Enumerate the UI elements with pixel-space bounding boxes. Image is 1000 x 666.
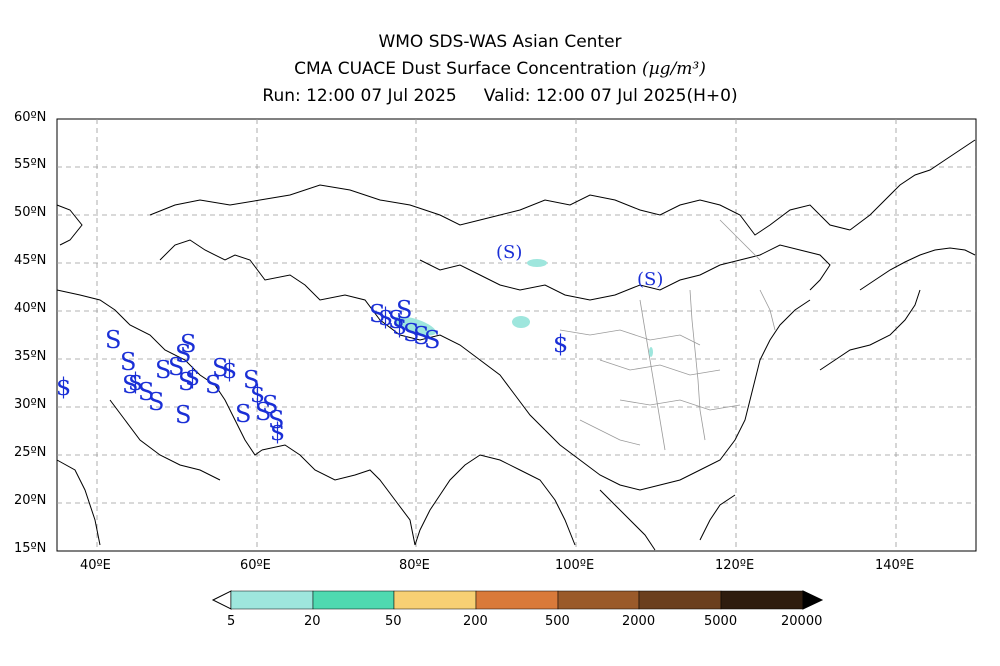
svg-text:S: S bbox=[175, 340, 191, 368]
svg-text:S: S bbox=[178, 368, 194, 396]
province-borders bbox=[559, 219, 776, 451]
title-unit: (µg/m³) bbox=[642, 59, 706, 79]
svg-text:$: $ bbox=[222, 356, 237, 384]
title-line-3: Run: 12:00 07 Jul 2025 Valid: 12:00 07 J… bbox=[0, 85, 1000, 107]
svg-text:S: S bbox=[105, 326, 121, 354]
colorbar-bin bbox=[312, 590, 395, 610]
svg-text:S: S bbox=[255, 398, 271, 426]
lon-label: 140ºE bbox=[875, 558, 915, 573]
colorbar bbox=[211, 590, 824, 610]
svg-text:$: $ bbox=[392, 312, 407, 340]
svg-text:$: $ bbox=[270, 418, 285, 446]
valid-time: Valid: 12:00 07 Jul 2025(H+0) bbox=[483, 86, 738, 106]
run-time: Run: 12:00 07 Jul 2025 bbox=[262, 86, 457, 106]
dust-symbols: S S S $ S S S S S S S $ S S S $ S S $ S … bbox=[56, 242, 663, 446]
svg-text:S: S bbox=[403, 319, 419, 347]
map-frame bbox=[56, 118, 977, 552]
svg-text:$: $ bbox=[56, 373, 71, 401]
svg-text:S: S bbox=[243, 366, 259, 394]
svg-text:$: $ bbox=[553, 330, 568, 358]
svg-text:S: S bbox=[122, 371, 138, 399]
colorbar-label: 200 bbox=[463, 614, 488, 629]
colorbar-label: 20 bbox=[304, 614, 321, 629]
colorbar-bin bbox=[557, 590, 640, 610]
svg-text:S: S bbox=[212, 354, 228, 382]
svg-text:$: $ bbox=[378, 303, 393, 331]
title-line-2: CMA CUACE Dust Surface Concentration (µg… bbox=[0, 58, 1000, 80]
lat-label: 35ºN bbox=[14, 349, 47, 364]
svg-text:S: S bbox=[175, 401, 191, 429]
lat-label: 30ºN bbox=[14, 397, 47, 412]
lat-label: 40ºN bbox=[14, 301, 47, 316]
colorbar-label: 20000 bbox=[781, 614, 823, 629]
dust-concentration-areas bbox=[393, 259, 653, 357]
lon-label: 40ºE bbox=[80, 558, 111, 573]
svg-text:S: S bbox=[369, 300, 385, 328]
svg-text:S: S bbox=[138, 378, 154, 406]
colorbar-bin bbox=[230, 590, 314, 610]
title-text: CMA CUACE Dust Surface Concentration bbox=[294, 59, 642, 79]
svg-text:S: S bbox=[388, 306, 404, 334]
colorbar-label: 5 bbox=[227, 614, 236, 629]
svg-text:$: $ bbox=[250, 380, 265, 408]
svg-text:(S): (S) bbox=[637, 269, 663, 290]
svg-text:S: S bbox=[262, 391, 278, 419]
dust-area-dzungaria bbox=[527, 259, 547, 267]
svg-text:S: S bbox=[235, 400, 251, 428]
colorbar-label: 2000 bbox=[622, 614, 656, 629]
title-line-1: WMO SDS-WAS Asian Center bbox=[378, 32, 622, 52]
lat-label: 25ºN bbox=[14, 445, 47, 460]
dust-area-ordos bbox=[649, 347, 653, 357]
lat-label: 55ºN bbox=[14, 157, 47, 172]
lat-label: 45ºN bbox=[14, 253, 47, 268]
dust-area-tarim bbox=[393, 316, 437, 336]
colorbar-bin bbox=[475, 590, 559, 610]
lon-label: 120ºE bbox=[715, 558, 755, 573]
lat-label: 20ºN bbox=[14, 493, 47, 508]
colorbar-label: 5000 bbox=[704, 614, 738, 629]
svg-text:$: $ bbox=[185, 363, 200, 391]
svg-text:S: S bbox=[396, 296, 412, 324]
svg-text:S: S bbox=[120, 348, 136, 376]
svg-text:S: S bbox=[268, 406, 284, 434]
svg-text:S: S bbox=[168, 353, 184, 381]
dust-area-qaidam bbox=[512, 316, 530, 328]
svg-text:S: S bbox=[424, 326, 440, 354]
colorbar-bin bbox=[393, 590, 477, 610]
lat-label: 50ºN bbox=[14, 205, 47, 220]
colorbar-lower-arrow bbox=[211, 590, 232, 610]
colorbar-label: 50 bbox=[385, 614, 402, 629]
colorbar-label: 500 bbox=[545, 614, 570, 629]
colorbar-upper-arrow bbox=[802, 590, 824, 610]
country-borders bbox=[56, 139, 976, 551]
svg-text:S: S bbox=[155, 356, 171, 384]
svg-text:S: S bbox=[413, 322, 429, 350]
colorbar-bin bbox=[638, 590, 722, 610]
lat-label: 15ºN bbox=[14, 541, 47, 556]
svg-text:S: S bbox=[148, 388, 164, 416]
lon-label: 80ºE bbox=[399, 558, 430, 573]
svg-text:S: S bbox=[180, 330, 196, 358]
lat-label: 60ºN bbox=[14, 110, 47, 125]
colorbar-bin bbox=[720, 590, 804, 610]
map-grid bbox=[57, 119, 976, 551]
lon-label: 60ºE bbox=[240, 558, 271, 573]
svg-text:$: $ bbox=[128, 368, 143, 396]
svg-text:S: S bbox=[205, 371, 221, 399]
lon-label: 100ºE bbox=[555, 558, 595, 573]
svg-text:(S): (S) bbox=[496, 242, 522, 263]
